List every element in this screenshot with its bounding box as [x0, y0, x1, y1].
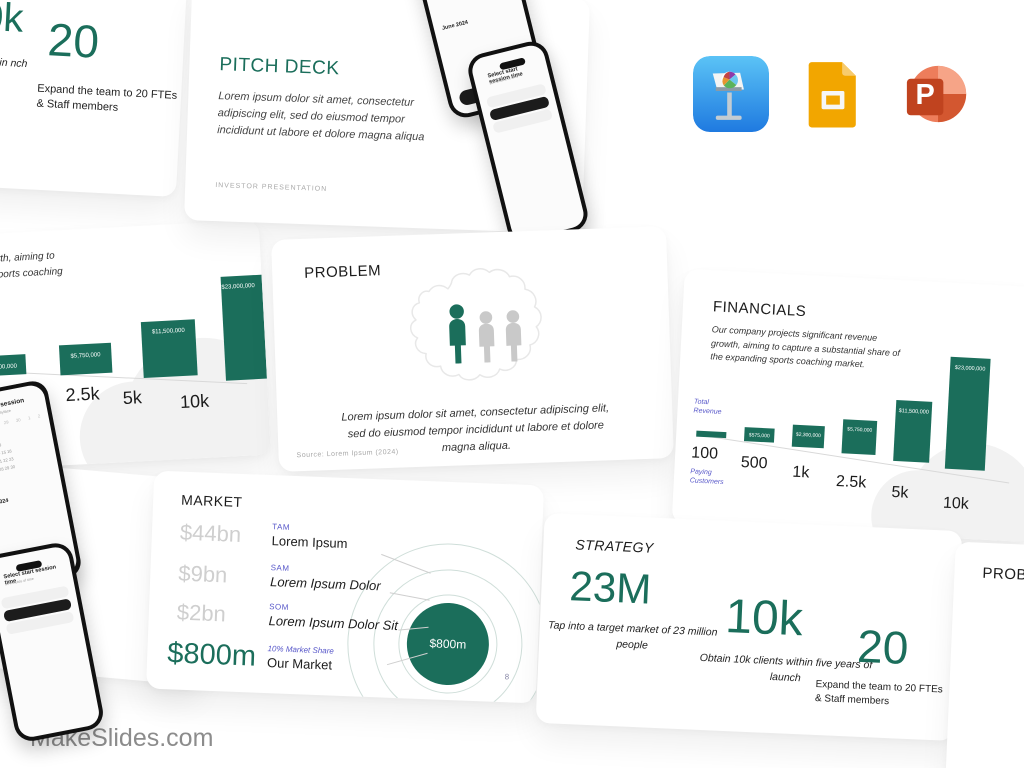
svg-text:$5,750,000: $5,750,000 — [847, 426, 873, 433]
svg-text:$800m: $800m — [429, 636, 466, 651]
svg-text:$575,000: $575,000 — [749, 432, 770, 439]
svg-text:$2,300,000: $2,300,000 — [796, 432, 822, 439]
svg-text:P: P — [915, 79, 934, 111]
